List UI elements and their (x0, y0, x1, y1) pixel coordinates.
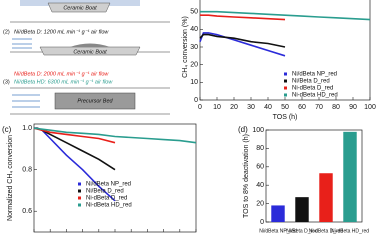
y-tick-label: 10 (190, 79, 198, 86)
legend-marker (284, 86, 287, 90)
y-tick-label: 30 (190, 44, 198, 51)
series-line (200, 14, 286, 21)
series-line (200, 10, 371, 21)
boat-label: Ceramic Boat (73, 49, 107, 55)
x-tick-label: 70 (315, 104, 323, 111)
bar (343, 131, 357, 222)
x-tick-label: 100 (364, 104, 376, 111)
x-tick-label: 60 (298, 104, 306, 111)
x-tick-label: 40 (264, 104, 272, 111)
x-tick-label: 20 (230, 104, 238, 111)
schematic: Ceramic Boat (2) Ni/dBeta D: 1200 mL min… (3, 0, 170, 115)
x-tick-label: 30 (247, 104, 255, 111)
legend-marker (78, 182, 81, 186)
y-axis-label: TOS to 8% deactivation (h) (243, 134, 250, 218)
y-tick-label: 40 (256, 182, 264, 189)
y-tick-label: 0.6 (22, 208, 32, 215)
y-tick-label: 1.0 (22, 125, 32, 132)
x-tick-label: 80 (332, 104, 340, 111)
legend-label: Ni/Beta D_red (292, 79, 330, 85)
series-line (33, 127, 116, 144)
x-tick-label: Ni/dBeta NP_red (259, 228, 297, 234)
legend-marker (78, 189, 81, 193)
legend-label: Ni-dBeta HD_red (86, 203, 132, 209)
y-tick-label: 0.8 (22, 167, 32, 174)
arrows (12, 38, 32, 49)
powder (70, 43, 110, 47)
legend-marker (284, 72, 287, 76)
x-axis-label: TOS (h) (273, 114, 298, 121)
legend-label: Ni/dBeta NP_red (292, 72, 337, 78)
panel-label: (c) (2, 125, 12, 134)
legend-marker (78, 203, 81, 207)
y-axis-label: Normalized CH₄ conversion (7, 135, 14, 221)
legend-marker (284, 79, 287, 83)
series-line (33, 127, 197, 144)
x-tick-label: Ni-dBeta D_red (309, 228, 344, 234)
series-line (199, 33, 286, 48)
y-tick-label: 50 (190, 9, 198, 16)
boat-label: Ceramic Boat (63, 5, 97, 11)
y-tick-label: 40 (190, 26, 198, 33)
boat (47, 2, 111, 13)
flow-label: Ni/dBeta D: 2000 mL min⁻¹ g⁻¹ air flow (14, 71, 109, 77)
y-tick-label: 60 (256, 164, 264, 171)
flow-label: Ni/dBeta HD: 6300 mL min⁻¹ g⁻¹ air flow (14, 79, 113, 85)
step: (2) (3, 29, 10, 35)
x-tick-label: 0 (198, 104, 202, 111)
legend-marker (78, 196, 81, 200)
legend-label: Ni-dBeta HD_red (292, 93, 338, 99)
y-tick-label: 0 (260, 219, 264, 226)
y-tick-label: 20 (256, 200, 264, 207)
y-tick-label: 80 (256, 145, 264, 152)
legend-label: Ni/dBeta NP_red (86, 182, 131, 188)
x-tick-label: 10 (213, 104, 221, 111)
bar (295, 197, 309, 222)
y-tick-label: 0 (194, 97, 198, 104)
y-axis-label: CH₄ conversion (%) (182, 16, 189, 78)
x-tick-label: 50 (281, 104, 289, 111)
bed (54, 92, 136, 110)
bar (271, 205, 285, 222)
bar (319, 173, 333, 222)
legend-label: Ni/Beta D_red (86, 189, 124, 195)
panel-label: (d) (238, 125, 248, 134)
arrows (12, 94, 40, 108)
x-tick-label: Ni/Beta D_red (286, 228, 318, 234)
x-tick-label: Ni-dBeta HD_red (331, 228, 369, 234)
y-tick-label: 100 (252, 127, 264, 134)
bed-label: Precursor Bed (77, 98, 113, 104)
legend-label: Ni-dBeta D_red (86, 196, 127, 202)
step: (3) (3, 79, 10, 85)
plot-frame (265, 129, 363, 223)
legend-marker (284, 93, 287, 97)
x-tick-label: 90 (349, 104, 357, 111)
flow-label: Ni/dBeta D: 1200 mL min⁻¹ g⁻¹ air flow (14, 29, 109, 35)
legend-label: Ni-dBeta D_red (292, 86, 333, 92)
y-tick-label: 20 (190, 62, 198, 69)
